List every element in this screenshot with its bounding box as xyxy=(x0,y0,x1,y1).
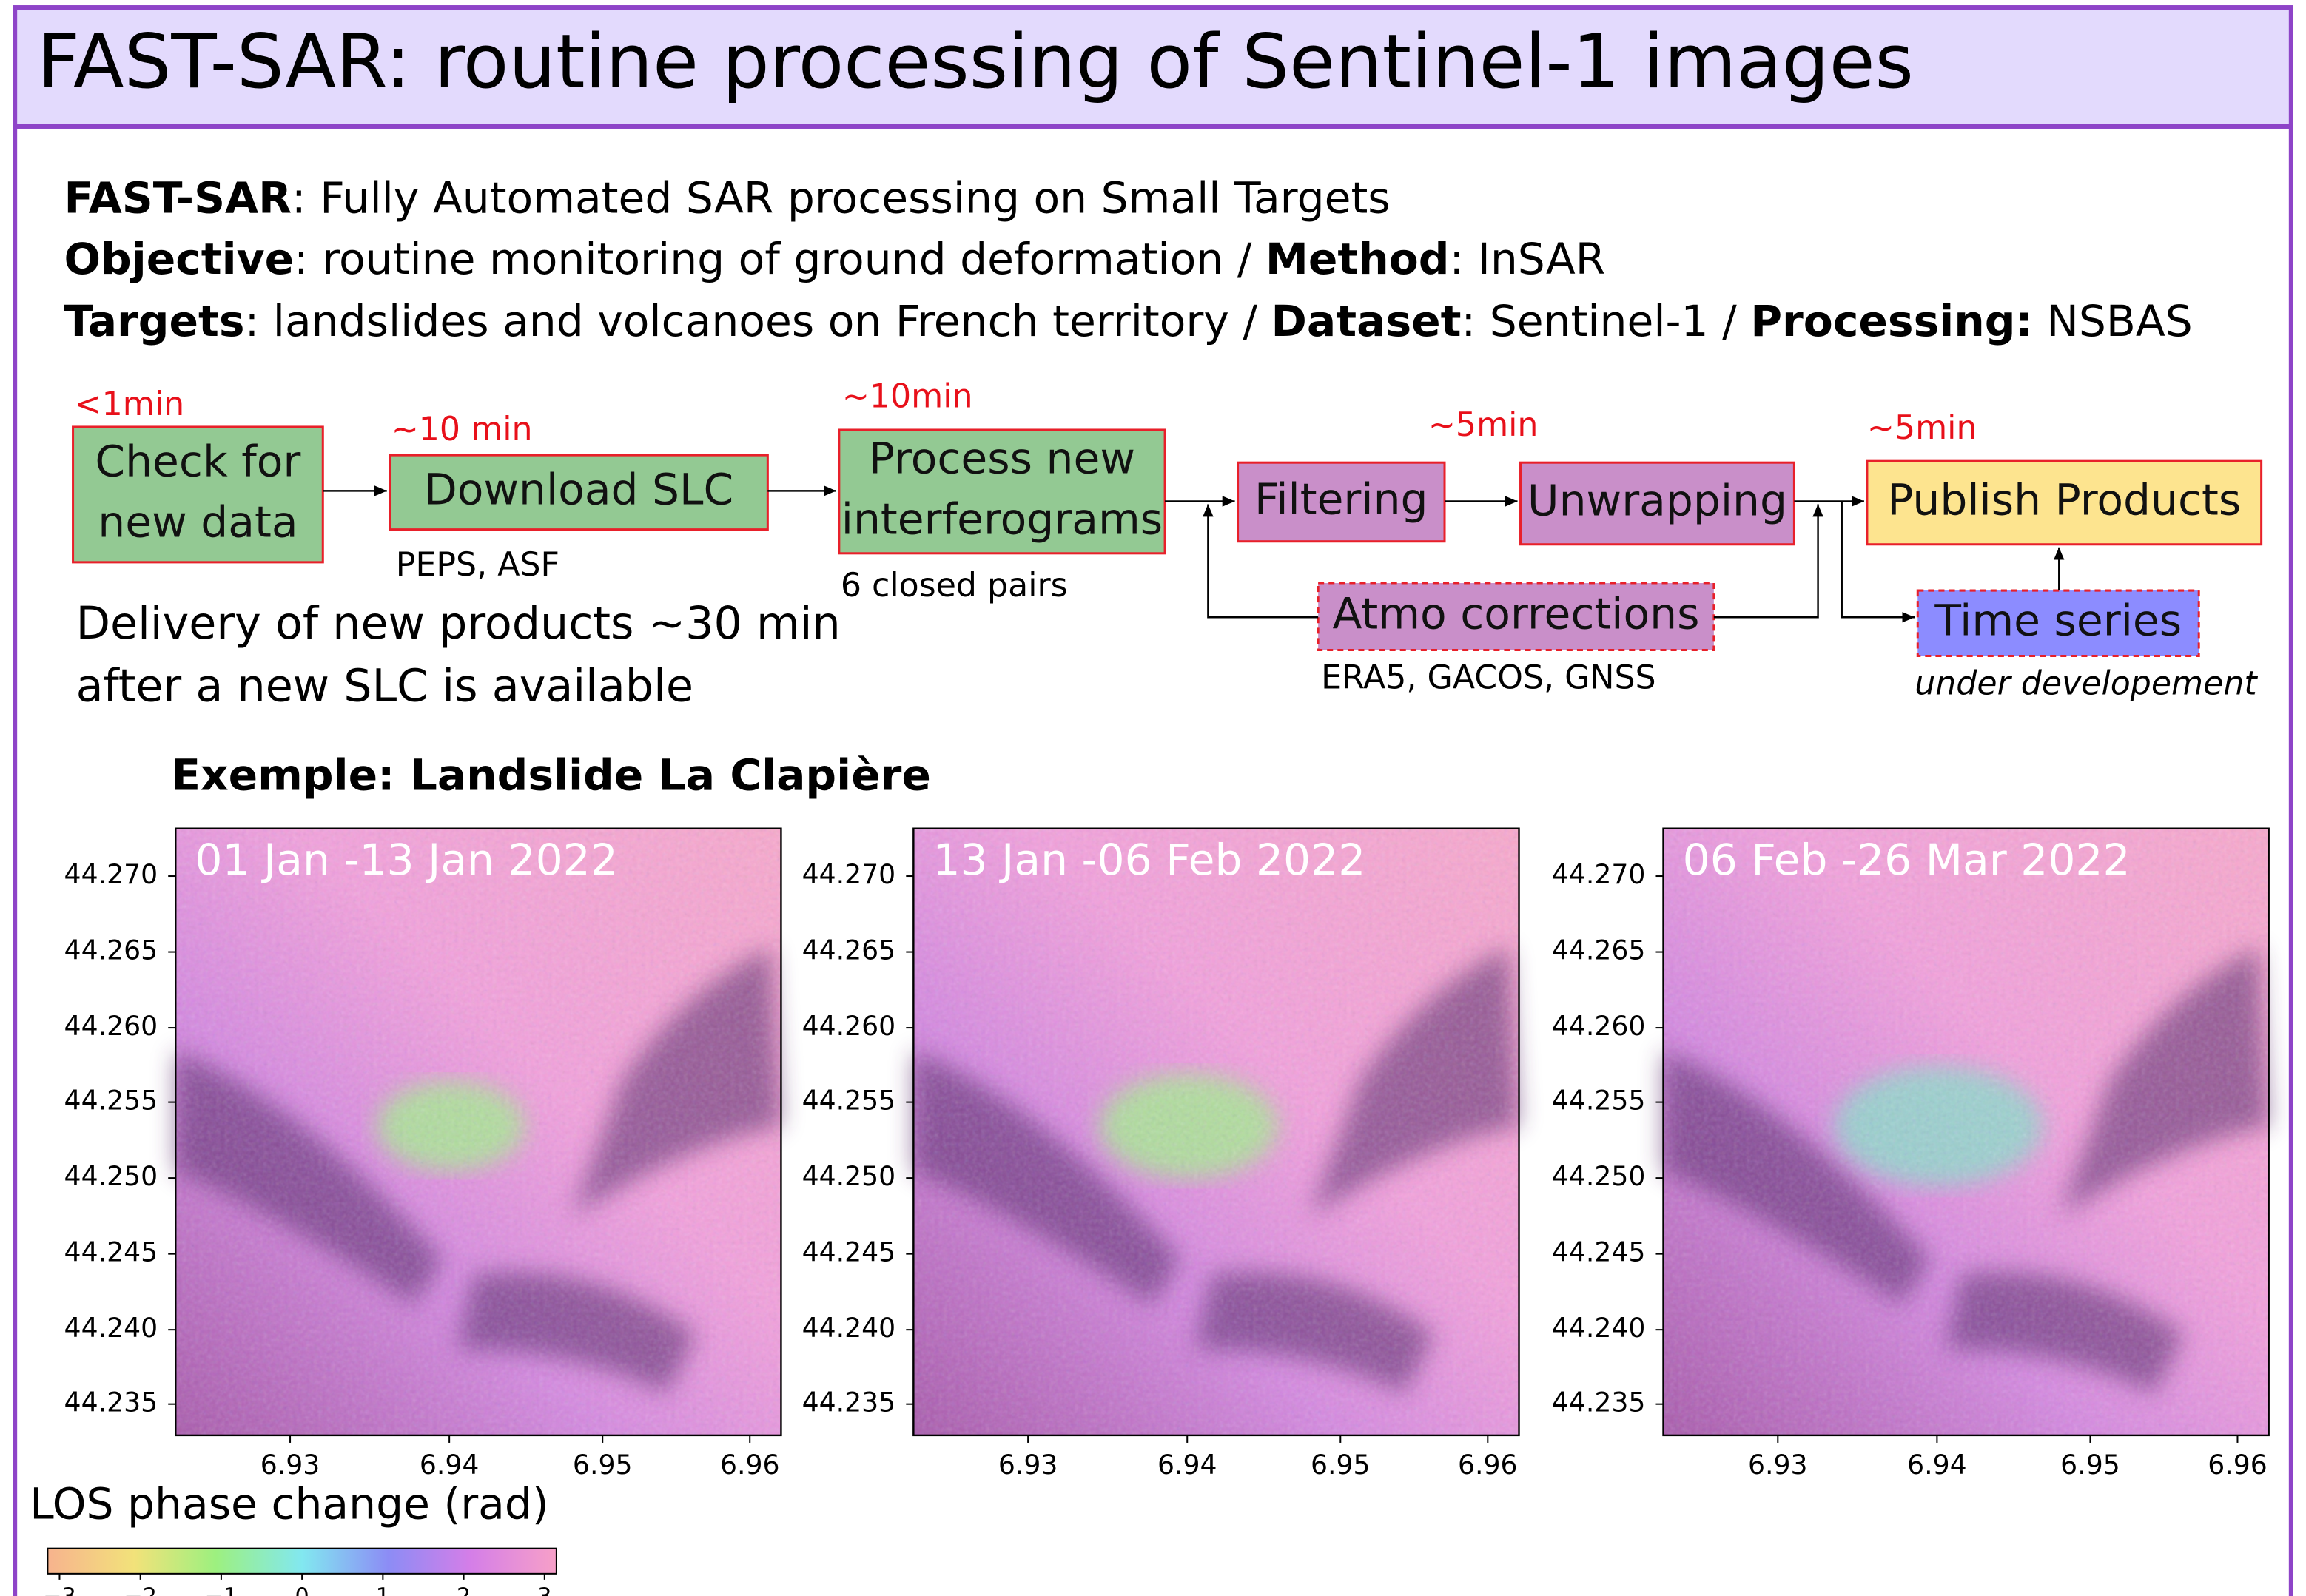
colorbar-tick-label: 1 xyxy=(376,1584,390,1596)
y-tick-label: 44.235 xyxy=(64,1387,158,1418)
box-note: 6 closed pairs xyxy=(841,567,1068,605)
y-tick-label: 44.245 xyxy=(64,1236,158,1268)
duration: <1min xyxy=(75,385,185,423)
x-tick-label: 6.95 xyxy=(1311,1449,1371,1481)
y-tick-label: 44.245 xyxy=(1552,1236,1646,1268)
x-tick-label: 6.94 xyxy=(1157,1449,1217,1481)
x-tick-label: 6.95 xyxy=(2060,1449,2120,1481)
y-tick-label: 44.260 xyxy=(64,1010,158,1042)
box-label: new data xyxy=(98,497,298,548)
intro-segment: NSBAS xyxy=(2033,296,2193,346)
intro-segment: Objective xyxy=(64,234,294,284)
y-tick-label: 44.255 xyxy=(1552,1085,1646,1117)
colorbar xyxy=(47,1549,557,1574)
panel-title: 06 Feb -26 Mar 2022 xyxy=(1683,835,2131,885)
intro-segment: : Fully Automated SAR processing on Smal… xyxy=(292,172,1391,223)
delivery-note: Delivery of new products ~30 min xyxy=(76,598,841,650)
box-label: interferograms xyxy=(841,494,1163,545)
y-tick-label: 44.255 xyxy=(802,1085,896,1117)
intro-segment: : landslides and volcanoes on French ter… xyxy=(245,296,1271,346)
colorbar-tick-label: 2 xyxy=(457,1584,471,1596)
y-tick-label: 44.235 xyxy=(802,1387,896,1418)
y-tick-label: 44.270 xyxy=(802,858,896,890)
intro-segment: Dataset xyxy=(1271,296,1462,346)
intro-segment: Targets xyxy=(64,296,244,346)
delivery-note: after a new SLC is available xyxy=(76,660,693,712)
y-tick-label: 44.265 xyxy=(802,935,896,966)
example-title: Exemple: Landslide La Clapière xyxy=(171,750,931,800)
y-tick-label: 44.255 xyxy=(64,1085,158,1117)
y-tick-label: 44.240 xyxy=(802,1312,896,1344)
y-tick-label: 44.265 xyxy=(1552,935,1646,966)
intro-line: FAST-SAR: Fully Automated SAR processing… xyxy=(64,172,1390,223)
poster: FAST-SAR: routine processing of Sentinel… xyxy=(0,0,2306,1596)
duration: ~5min xyxy=(1428,406,1539,444)
x-tick-label: 6.96 xyxy=(720,1449,780,1481)
y-tick-label: 44.240 xyxy=(64,1312,158,1344)
intro-segment: Processing: xyxy=(1750,296,2032,346)
y-tick-label: 44.260 xyxy=(1552,1010,1646,1042)
intro-segment: FAST-SAR xyxy=(64,172,292,223)
colorbar-tick-label: −1 xyxy=(205,1584,238,1596)
colorbar-tick-label: −2 xyxy=(124,1584,156,1596)
intro-segment: : routine monitoring of ground deformati… xyxy=(294,234,1265,284)
y-tick-label: 44.260 xyxy=(802,1010,896,1042)
speckle xyxy=(175,829,781,1435)
y-tick-label: 44.250 xyxy=(1552,1160,1646,1192)
box-label: Publish Products xyxy=(1887,475,2241,525)
intro-segment: : InSAR xyxy=(1450,234,1606,284)
box-note: PEPS, ASF xyxy=(396,546,559,584)
x-tick-label: 6.93 xyxy=(998,1449,1058,1481)
intro-line: Targets: landslides and volcanoes on Fre… xyxy=(64,296,2192,346)
box-label: Unwrapping xyxy=(1527,476,1787,526)
x-tick-label: 6.96 xyxy=(1458,1449,1518,1481)
title: FAST-SAR: routine processing of Sentinel… xyxy=(37,18,1914,105)
x-tick-label: 6.96 xyxy=(2208,1449,2268,1481)
duration: ~5min xyxy=(1867,409,1977,447)
intro-line: Objective: routine monitoring of ground … xyxy=(64,234,1605,284)
x-tick-label: 6.94 xyxy=(1907,1449,1967,1481)
panel-title: 01 Jan -13 Jan 2022 xyxy=(195,835,617,885)
x-tick-label: 6.93 xyxy=(1748,1449,1808,1481)
duration: ~10min xyxy=(842,378,973,416)
y-tick-label: 44.265 xyxy=(64,935,158,966)
intro-segment: Method xyxy=(1265,234,1450,284)
speckle xyxy=(1664,829,2269,1435)
box-label: Download SLC xyxy=(424,465,733,515)
intro-segment: : Sentinel-1 / xyxy=(1462,296,1751,346)
colorbar-tick-label: 3 xyxy=(537,1584,551,1596)
y-tick-label: 44.245 xyxy=(802,1236,896,1268)
y-tick-label: 44.250 xyxy=(802,1160,896,1192)
panel-title: 13 Jan -06 Feb 2022 xyxy=(932,835,1365,885)
box-label: Process new xyxy=(869,433,1135,483)
y-tick-label: 44.270 xyxy=(64,858,158,890)
box-label: Filtering xyxy=(1254,474,1428,525)
x-tick-label: 6.94 xyxy=(420,1449,480,1481)
y-tick-label: 44.250 xyxy=(64,1160,158,1192)
x-tick-label: 6.93 xyxy=(260,1449,320,1481)
y-tick-label: 44.240 xyxy=(1552,1312,1646,1344)
box-label: Atmo corrections xyxy=(1333,588,1700,639)
box-label: Check for xyxy=(95,436,300,486)
box-label: Time series xyxy=(1934,595,2182,645)
duration: ~10 min xyxy=(391,411,533,448)
colorbar-tick-label: −3 xyxy=(43,1584,75,1596)
y-tick-label: 44.235 xyxy=(1552,1387,1646,1418)
colorbar-tick-label: 0 xyxy=(295,1584,309,1596)
box-note: ERA5, GACOS, GNSS xyxy=(1321,659,1655,697)
y-tick-label: 44.270 xyxy=(1552,858,1646,890)
speckle xyxy=(913,829,1519,1435)
colorbar-label: LOS phase change (rad) xyxy=(30,1478,548,1529)
x-tick-label: 6.95 xyxy=(573,1449,633,1481)
box-note: under developement xyxy=(1915,665,2258,703)
